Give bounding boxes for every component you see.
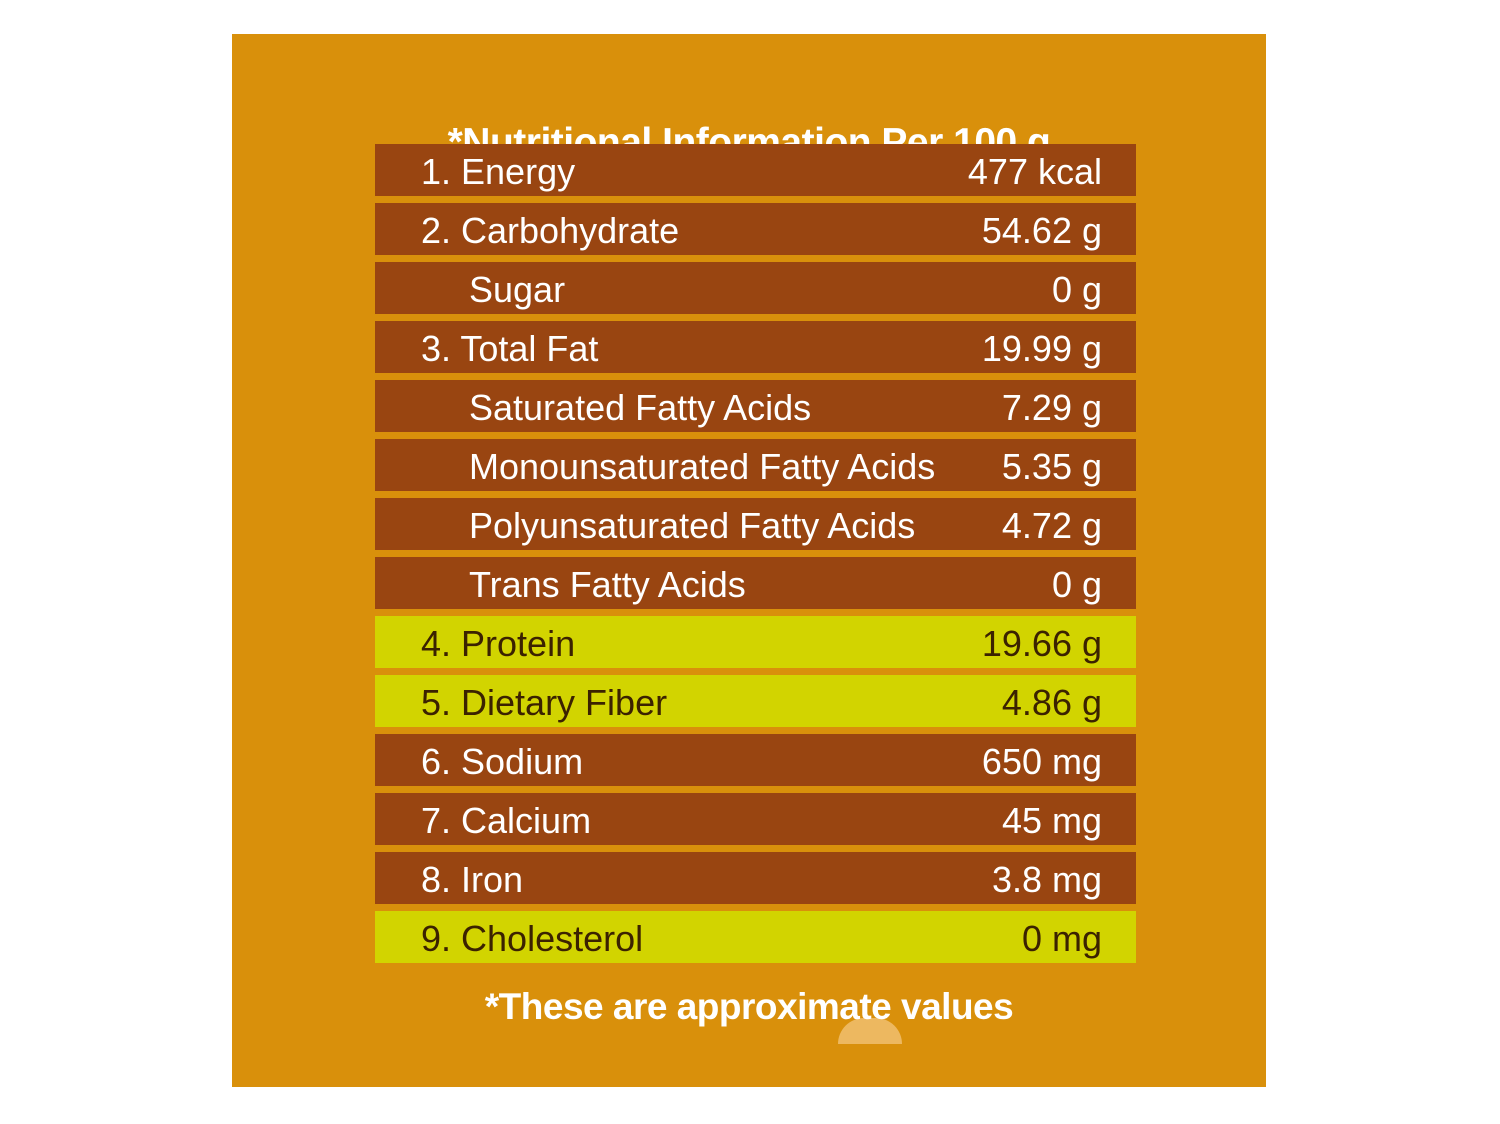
nutrient-value: 54.62 g: [981, 210, 1102, 251]
nutrient-value: 0 g: [1051, 564, 1102, 605]
table-row: 3. Total Fat 19.99 g: [375, 321, 1136, 373]
nutrient-value: 4.72 g: [1001, 505, 1102, 546]
nutrient-value: 19.99 g: [981, 328, 1102, 369]
table-row: 2. Carbohydrate 54.62 g: [375, 203, 1136, 255]
nutrient-label: 6. Sodium: [421, 741, 584, 782]
decorative-shape: [838, 1018, 902, 1044]
table-row: 4. Protein 19.66 g: [375, 616, 1136, 668]
table-row: 8. Iron 3.8 mg: [375, 852, 1136, 904]
table-row: Sugar 0 g: [375, 262, 1136, 314]
nutrient-label: 9. Cholesterol: [421, 918, 644, 959]
nutrient-label: 8. Iron: [421, 859, 524, 900]
table-row: Trans Fatty Acids 0 g: [375, 557, 1136, 609]
nutrient-label: Saturated Fatty Acids: [469, 387, 812, 428]
table-row: Polyunsaturated Fatty Acids 4.72 g: [375, 498, 1136, 550]
nutrient-value: 650 mg: [981, 741, 1102, 782]
nutrient-value: 3.8 mg: [991, 859, 1102, 900]
nutrient-value: 0 g: [1051, 269, 1102, 310]
nutrient-value: 45 mg: [1001, 800, 1102, 841]
table-row: Monounsaturated Fatty Acids 5.35 g: [375, 439, 1136, 491]
nutrient-label: Trans Fatty Acids: [469, 564, 746, 605]
footnote: *These are approximate values: [484, 986, 1014, 1027]
table-row: 6. Sodium 650 mg: [375, 734, 1136, 786]
nutrient-label: Polyunsaturated Fatty Acids: [469, 505, 916, 546]
nutrient-value: 19.66 g: [981, 623, 1102, 664]
nutrient-label: 7. Calcium: [421, 800, 592, 841]
nutrient-label: Monounsaturated Fatty Acids: [469, 446, 936, 487]
nutrient-value: 7.29 g: [1001, 387, 1102, 428]
nutrient-label: 2. Carbohydrate: [421, 210, 680, 251]
table-row: 1. Energy 477 kcal: [375, 144, 1136, 196]
table-row: Saturated Fatty Acids 7.29 g: [375, 380, 1136, 432]
nutrient-label: 3. Total Fat: [421, 328, 599, 369]
nutrient-value: 4.86 g: [1001, 682, 1102, 723]
nutrition-table: 1. Energy 477 kcal 2. Carbohydrate 54.62…: [375, 144, 1136, 970]
nutrient-label: 5. Dietary Fiber: [421, 682, 668, 723]
table-row: 5. Dietary Fiber 4.86 g: [375, 675, 1136, 727]
nutrition-panel: *Nutritional Information Per 100 g 1. En…: [232, 34, 1266, 1087]
nutrient-label: 1. Energy: [421, 151, 576, 192]
nutrient-value: 477 kcal: [967, 151, 1102, 192]
nutrient-label: Sugar: [469, 269, 566, 310]
table-row: 9. Cholesterol 0 mg: [375, 911, 1136, 963]
nutrient-label: 4. Protein: [421, 623, 576, 664]
nutrient-value: 5.35 g: [1001, 446, 1102, 487]
nutrient-value: 0 mg: [1021, 918, 1102, 959]
table-row: 7. Calcium 45 mg: [375, 793, 1136, 845]
